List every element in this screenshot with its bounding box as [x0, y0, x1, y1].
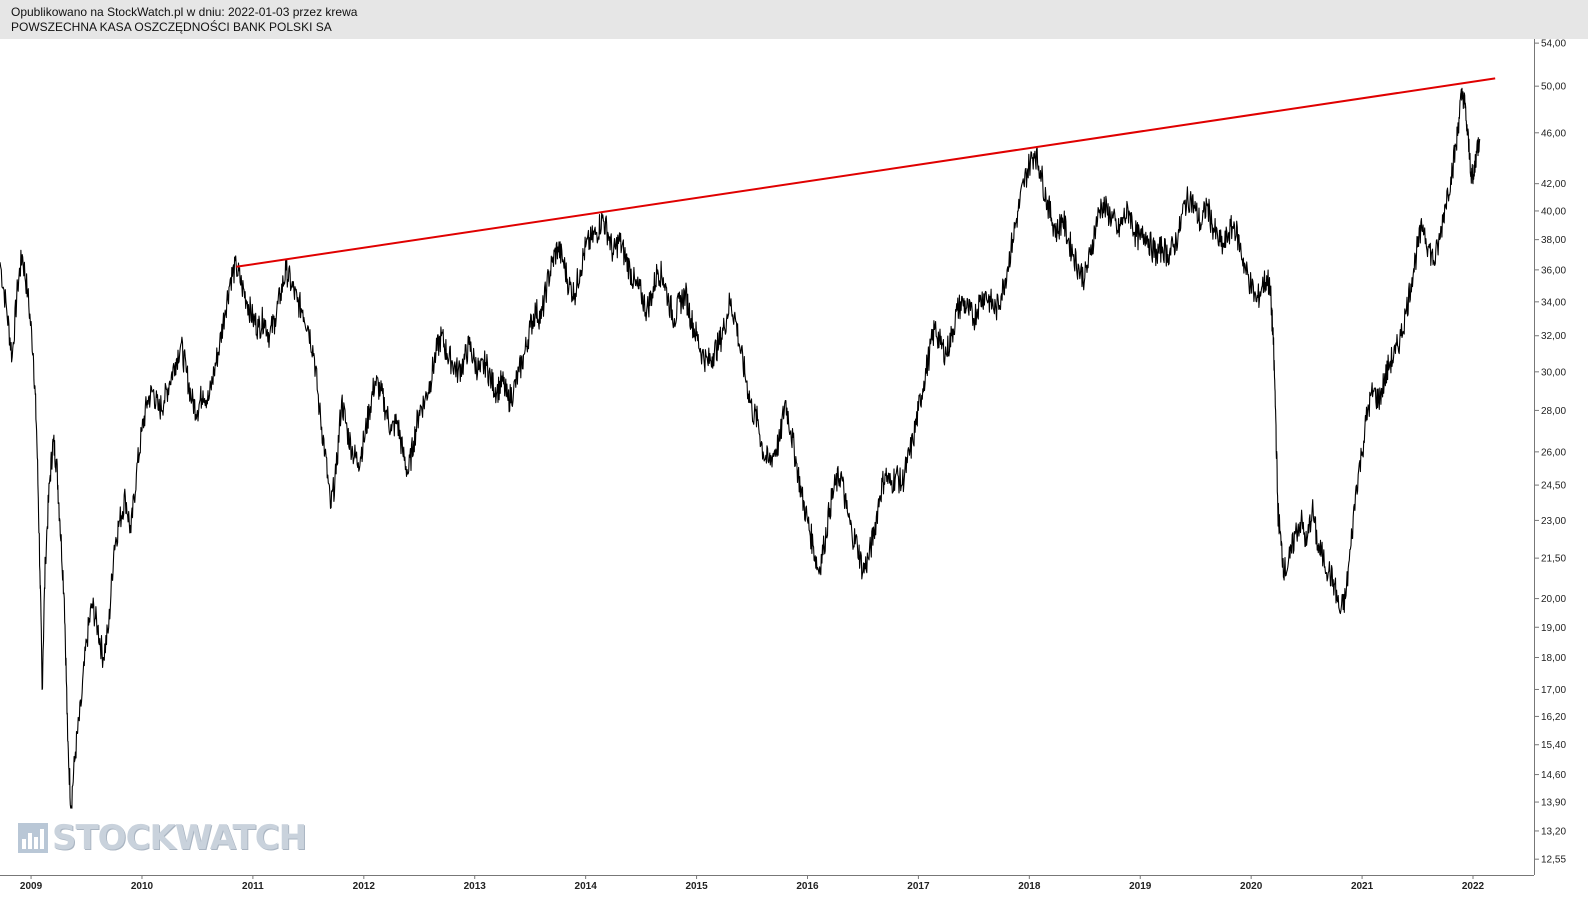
y-tick-label: 54,00	[1541, 39, 1566, 50]
y-tick-label: 26,00	[1541, 447, 1566, 458]
y-tick-label: 32,00	[1541, 331, 1566, 342]
y-tick-label: 20,00	[1541, 594, 1566, 605]
y-tick-label: 46,00	[1541, 128, 1566, 139]
y-tick-label: 36,00	[1541, 265, 1566, 276]
y-axis: 54,00 50,00 46,00 42,00 40,00 38,00 36,00 34,00…	[1534, 39, 1566, 866]
y-tick-label: 13,90	[1541, 798, 1566, 809]
y-tick-label: 13,20	[1541, 826, 1566, 837]
price-series-line	[0, 87, 1481, 809]
y-tick-label: 34,00	[1541, 297, 1566, 308]
y-tick-label: 38,00	[1541, 235, 1566, 246]
y-tick-label: 21,50	[1541, 554, 1566, 565]
company-name: POWSZECHNA KASA OSZCZĘDNOŚCI BANK POLSKI…	[11, 20, 332, 34]
y-tick-label: 30,00	[1541, 367, 1566, 378]
x-tick-label: 2022	[1462, 881, 1485, 892]
chart-header: Opublikowano na StockWatch.pl w dniu: 20…	[0, 0, 1588, 39]
y-tick-label: 28,00	[1541, 406, 1566, 417]
y-tick-label: 24,50	[1541, 481, 1566, 492]
x-tick-label: 2018	[1018, 881, 1041, 892]
x-tick-label: 2021	[1351, 881, 1374, 892]
x-tick-label: 2012	[353, 881, 376, 892]
y-tick-label: 16,20	[1541, 712, 1566, 723]
y-tick-label: 23,00	[1541, 516, 1566, 527]
y-tick-label: 17,00	[1541, 685, 1566, 696]
resistance-trendline	[236, 77, 1496, 268]
x-tick-label: 2017	[907, 881, 930, 892]
x-tick-label: 2016	[796, 881, 819, 892]
x-tick-label: 2019	[1129, 881, 1152, 892]
bar-chart-icon	[18, 823, 48, 853]
y-tick-label: 19,00	[1541, 623, 1566, 634]
y-tick-label: 40,00	[1541, 206, 1566, 217]
x-tick-label: 2011	[242, 881, 264, 892]
y-tick-label: 14,60	[1541, 770, 1566, 781]
watermark-text: STOCKWATCH	[52, 818, 307, 858]
x-tick-label: 2013	[464, 881, 487, 892]
x-axis: 2009 2010 2011 2012 2013 2014 2015 2016 2017 2018…	[20, 875, 1485, 892]
y-tick-label: 15,40	[1541, 740, 1566, 751]
y-tick-label: 18,00	[1541, 653, 1566, 664]
x-tick-label: 2015	[685, 881, 708, 892]
x-tick-label: 2009	[20, 881, 43, 892]
publish-info: Opublikowano na StockWatch.pl w dniu: 20…	[11, 5, 358, 19]
price-chart: 54,00 50,00 46,00 42,00 40,00 38,00 36,00 34,00…	[0, 39, 1566, 892]
x-tick-label: 2010	[131, 881, 154, 892]
x-tick-label: 2020	[1240, 881, 1263, 892]
y-tick-label: 50,00	[1541, 82, 1566, 93]
x-tick-label: 2014	[575, 881, 598, 892]
stockwatch-watermark: STOCKWATCH	[18, 818, 307, 858]
trendline-layer	[236, 77, 1496, 268]
y-tick-label: 42,00	[1541, 179, 1566, 190]
price-series-layer	[0, 87, 1481, 809]
y-tick-label: 12,55	[1541, 855, 1566, 866]
